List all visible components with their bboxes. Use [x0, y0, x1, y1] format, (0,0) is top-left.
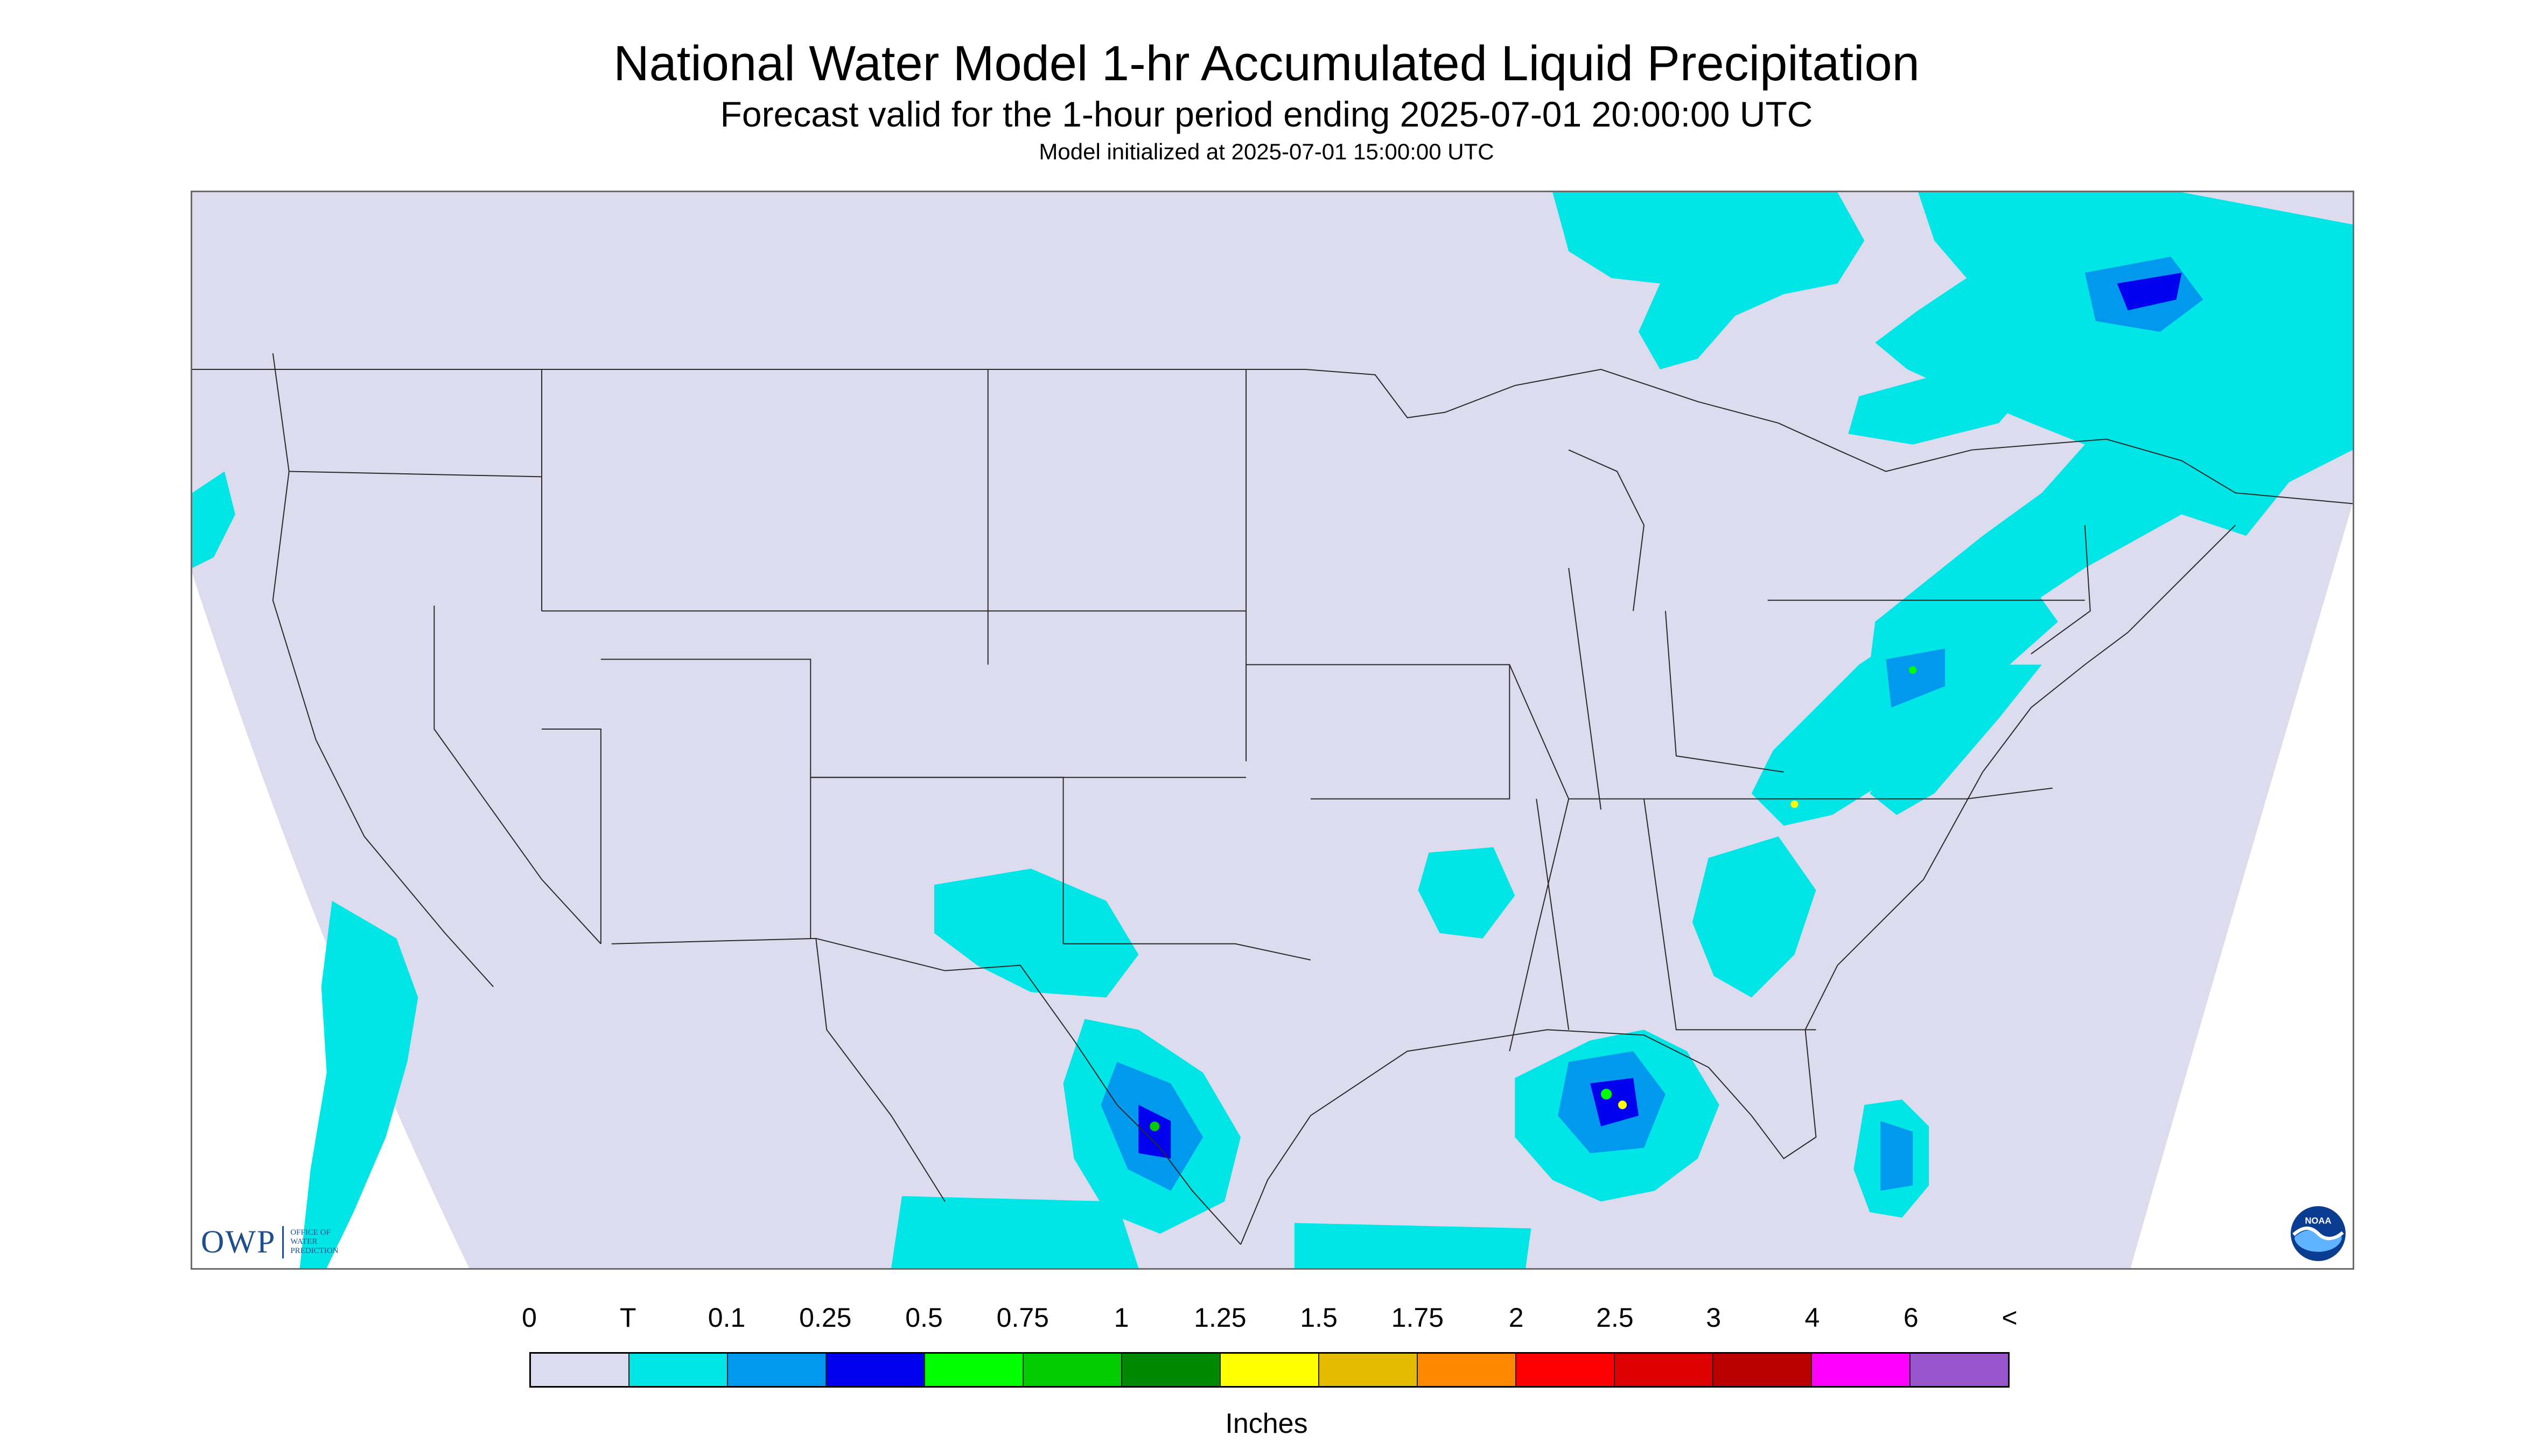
precipitation-map: OWP OFFICE OF WATER PREDICTION NOAA — [191, 191, 2354, 1270]
precip-cell-texas-1 — [1150, 1121, 1160, 1131]
legend-label: 0.25 — [799, 1303, 852, 1333]
legend-label: 1.25 — [1194, 1303, 1247, 1333]
border-wa-or — [289, 471, 542, 478]
precip-trace-areas — [192, 192, 2353, 1268]
border-il-in — [1568, 568, 1602, 810]
pacific-coast — [272, 353, 494, 988]
border-ks-mo — [1246, 664, 1510, 800]
legend-label: 0 — [522, 1303, 537, 1333]
legend-swatch — [629, 1354, 728, 1386]
precip-cell-appalachia-1 — [1790, 800, 1799, 808]
precip-quebec-cell — [1552, 192, 1865, 370]
legend-labels: 0 T 0.1 0.25 0.5 0.75 1 1.25 1.5 1.75 2 2.5 3 4 6 < — [0, 1302, 2533, 1340]
model-domain — [192, 192, 2353, 1268]
precip-cell-ohio-1 — [1909, 666, 1917, 674]
us-canada-border — [192, 368, 2353, 505]
border-az-ca — [542, 729, 601, 944]
precip-texas-heavy — [1138, 1104, 1171, 1159]
owp-subtitle-line: PREDICTION — [290, 1247, 339, 1255]
owp-logo: OWP OFFICE OF WATER PREDICTION — [201, 1223, 339, 1261]
legend-label: 4 — [1804, 1303, 1820, 1333]
precip-gulf-heavy — [1590, 1078, 1639, 1126]
precip-mexico-coast — [891, 1196, 1139, 1268]
precip-southeast-cluster — [1692, 836, 1816, 998]
map-canvas — [192, 192, 2353, 1268]
legend-swatch — [1122, 1354, 1221, 1386]
legend-swatch — [827, 1354, 925, 1386]
precip-florida-core — [1880, 1121, 1913, 1191]
precip-appalachian-band — [1870, 664, 2042, 815]
model-init-time: Model initialized at 2025-07-01 15:00:00… — [1039, 139, 1494, 164]
legend-swatch — [531, 1354, 629, 1386]
legend-label: 0.1 — [708, 1303, 746, 1333]
legend-label: 1.5 — [1300, 1303, 1338, 1333]
legend-swatch — [1221, 1354, 1319, 1386]
legend-label: 0.5 — [905, 1303, 943, 1333]
legend-label: 1.75 — [1391, 1303, 1444, 1333]
precip-ny-canada-band — [1848, 364, 2031, 445]
legend-units: Inches — [1225, 1408, 1308, 1439]
chart-subtitle: Forecast valid for the 1-hour period end… — [720, 94, 1813, 134]
legend-swatch — [925, 1354, 1024, 1386]
legend-swatch — [728, 1354, 827, 1386]
border-co-nm — [810, 776, 1064, 944]
color-legend — [529, 1352, 2010, 1388]
legend-label: 6 — [1903, 1303, 1919, 1333]
noaa-logo: NOAA — [2291, 1206, 2346, 1261]
border-mississippi — [1509, 664, 1570, 1052]
us-mexico-border — [611, 937, 1241, 1245]
precip-heavy-cells — [1150, 666, 1917, 1131]
precip-pacific-nw — [192, 471, 235, 568]
atlantic-coast — [1837, 524, 2236, 966]
legend-label: T — [619, 1303, 636, 1333]
precip-gulf-strip — [1294, 1223, 1531, 1268]
legend-swatch — [1024, 1354, 1122, 1386]
legend-label: 0.75 — [996, 1303, 1049, 1333]
legend-swatch — [1812, 1354, 1911, 1386]
precip-ohio-valley-band — [1751, 584, 2058, 826]
precip-cell-gulf-1 — [1601, 1089, 1612, 1100]
legend-label: < — [2002, 1303, 2018, 1333]
border-mx-states — [815, 938, 946, 1202]
legend-swatch — [1418, 1354, 1516, 1386]
legend-swatch — [1615, 1354, 1713, 1386]
owp-logo-text: OWP — [201, 1224, 276, 1259]
legend-label: 3 — [1706, 1303, 1722, 1333]
gulf-coast — [1240, 965, 1838, 1245]
border-nv-ut — [433, 605, 601, 944]
border-al-ga — [1643, 799, 1816, 1031]
owp-logo-divider — [282, 1226, 284, 1258]
precip-ohio-core — [1886, 648, 1946, 708]
border-mi — [1568, 449, 1645, 611]
legend-swatch — [1713, 1354, 1812, 1386]
legend-swatch — [1319, 1354, 1418, 1386]
legend-label: 2.5 — [1596, 1303, 1634, 1333]
border-se — [1569, 787, 2053, 800]
precip-cell-gulf-2 — [1618, 1100, 1627, 1109]
owp-logo-subtitle: OFFICE OF WATER PREDICTION — [290, 1228, 338, 1256]
border-ok-tx — [1063, 943, 1311, 961]
legend-label: 2 — [1508, 1303, 1524, 1333]
precip-northeast-canada — [1870, 192, 2353, 665]
legend-swatch — [1911, 1354, 2008, 1386]
owp-subtitle-line: OFFICE OF — [290, 1228, 331, 1237]
chart-title: National Water Model 1-hr Accumulated Li… — [613, 36, 1920, 91]
legend-label: 1 — [1114, 1303, 1129, 1333]
precip-quebec-heavy — [2117, 272, 2182, 311]
border-ne — [2031, 525, 2091, 655]
precip-mississippi-cells — [1418, 847, 1515, 939]
noaa-logo-text: NOAA — [2305, 1215, 2332, 1226]
legend-swatch — [1516, 1354, 1615, 1386]
precip-moderate-areas — [1138, 272, 2182, 1159]
precip-baja-pacific — [299, 901, 418, 1268]
border-ms-al — [1536, 799, 1570, 1030]
border-oh — [1664, 611, 1784, 773]
political-boundaries — [192, 353, 2353, 1245]
precip-west-texas-cluster — [934, 869, 1139, 998]
owp-subtitle-line: WATER — [290, 1237, 318, 1246]
